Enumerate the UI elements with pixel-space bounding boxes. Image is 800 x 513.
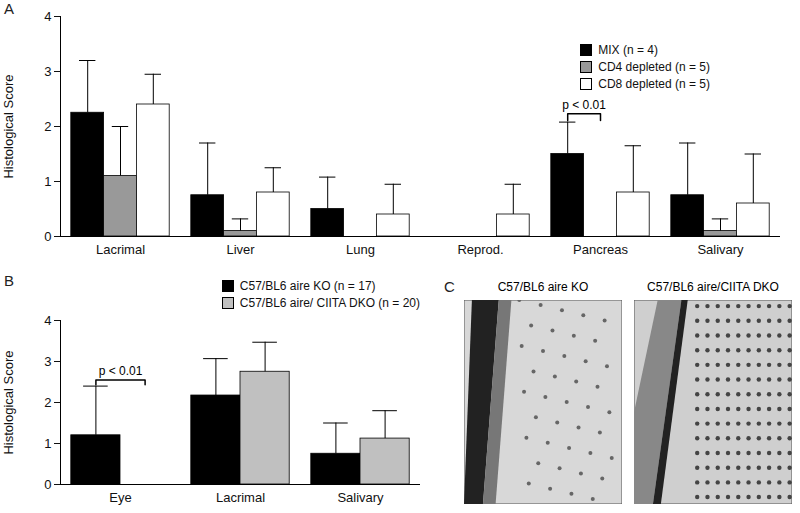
svg-text:Reprod.: Reprod.: [457, 242, 503, 257]
svg-text:Lung: Lung: [346, 242, 375, 257]
svg-text:1: 1: [44, 436, 51, 451]
svg-text:2: 2: [44, 119, 51, 134]
svg-text:p < 0.01: p < 0.01: [99, 364, 143, 378]
html-text:C57/BL6 aire/CIITA DKO: C57/BL6 aire/CIITA DKO: [647, 280, 779, 294]
svg-text:Liver: Liver: [226, 242, 255, 257]
svg-text:4: 4: [44, 313, 51, 328]
html-text:C57/BL6 aire/ CIITA DKO (n = 2: C57/BL6 aire/ CIITA DKO (n = 20): [239, 296, 420, 310]
svg-text:Eye: Eye: [109, 490, 131, 505]
svg-text:Histological Score: Histological Score: [1, 350, 16, 454]
html-text:CD8 depleted (n = 5): CD8 depleted (n = 5): [598, 77, 710, 91]
svg-text:Salivary: Salivary: [697, 242, 744, 257]
svg-text:Lacrimal: Lacrimal: [96, 242, 145, 257]
svg-text:3: 3: [44, 354, 51, 369]
html-text:MIX (n = 4): MIX (n = 4): [598, 43, 658, 57]
html-text:CD4 depleted (n = 5): CD4 depleted (n = 5): [598, 60, 710, 74]
html-text:C57/BL6 aire KO: C57/BL6 aire KO: [497, 280, 589, 294]
svg-text:Salivary: Salivary: [337, 490, 384, 505]
svg-text:p < 0.01: p < 0.01: [562, 98, 606, 112]
svg-text:Histological Score: Histological Score: [1, 74, 16, 178]
html-text:C57/BL6 aire KO (n = 17): C57/BL6 aire KO (n = 17): [239, 279, 376, 293]
html-text:C: C: [444, 278, 455, 295]
html-text:A: A: [4, 0, 14, 17]
svg-text:0: 0: [44, 477, 51, 492]
svg-text:1: 1: [44, 174, 51, 189]
svg-text:2: 2: [44, 395, 51, 410]
svg-text:3: 3: [44, 64, 51, 79]
svg-text:Pancreas: Pancreas: [573, 242, 628, 257]
svg-text:0: 0: [44, 229, 51, 244]
html-text:B: B: [4, 272, 14, 289]
svg-text:4: 4: [44, 9, 51, 24]
svg-text:Lacrimal: Lacrimal: [216, 490, 265, 505]
